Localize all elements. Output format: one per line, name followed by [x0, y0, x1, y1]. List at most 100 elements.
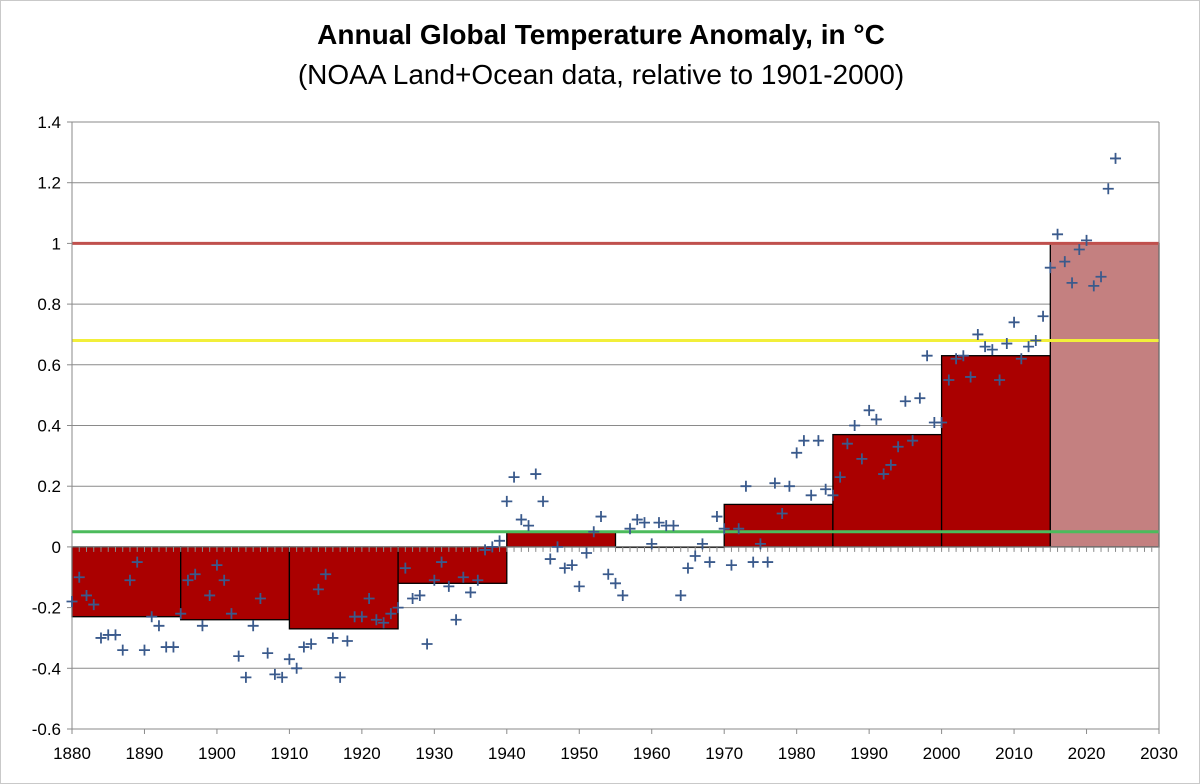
x-tick-label: 2020 — [1068, 744, 1106, 763]
data-point-1972 — [733, 523, 745, 535]
data-point-1880 — [66, 596, 78, 608]
data-point-1930 — [428, 574, 440, 586]
data-point-1938 — [486, 541, 498, 553]
data-point-1964 — [675, 589, 687, 601]
y-tick-label: 0.6 — [37, 356, 61, 375]
y-tick-label: -0.4 — [32, 659, 61, 678]
x-tick-label: 1910 — [270, 744, 308, 763]
data-point-1906 — [254, 592, 266, 604]
data-point-2007 — [986, 344, 998, 356]
x-tick-label: 2030 — [1140, 744, 1178, 763]
period-bar-1910 — [288, 546, 399, 630]
data-point-1935 — [465, 586, 477, 598]
data-point-1889 — [131, 556, 143, 568]
data-point-1925 — [392, 602, 404, 614]
data-point-1944 — [530, 468, 542, 480]
data-point-1948 — [559, 562, 571, 574]
data-point-1912 — [298, 641, 310, 653]
data-point-1894 — [167, 641, 179, 653]
data-point-1984 — [820, 483, 832, 495]
data-point-1983 — [812, 435, 824, 447]
data-point-1920 — [356, 611, 368, 623]
data-point-1974 — [747, 556, 759, 568]
x-tick-label: 1960 — [633, 744, 671, 763]
data-point-1986 — [834, 471, 846, 483]
period-bar-1940 — [506, 531, 617, 548]
data-point-1939 — [494, 535, 506, 547]
data-point-1917 — [334, 671, 346, 683]
data-point-1903 — [233, 650, 245, 662]
data-point-1929 — [421, 638, 433, 650]
data-point-1933 — [450, 614, 462, 626]
data-point-1985 — [827, 489, 839, 501]
data-point-1987 — [841, 438, 853, 450]
data-point-1971 — [725, 559, 737, 571]
y-tick-label: -0.2 — [32, 599, 61, 618]
data-point-2005 — [972, 328, 984, 340]
data-point-1884 — [95, 632, 107, 644]
data-point-1905 — [247, 620, 259, 632]
data-point-1904 — [240, 671, 252, 683]
x-tick-label: 1940 — [488, 744, 526, 763]
data-point-1975 — [754, 538, 766, 550]
data-point-1922 — [370, 614, 382, 626]
x-tick-label: 1920 — [343, 744, 381, 763]
data-point-1960 — [646, 538, 658, 550]
data-point-2018 — [1066, 277, 1078, 289]
data-point-1995 — [899, 395, 911, 407]
data-point-1897 — [189, 568, 201, 580]
y-tick-label: 0.4 — [37, 417, 61, 436]
data-point-2014 — [1037, 310, 1049, 322]
data-point-1936 — [472, 574, 484, 586]
data-point-1954 — [602, 568, 614, 580]
data-point-2022 — [1095, 271, 1107, 283]
period-bar-2000 — [940, 355, 1051, 548]
y-tick-label: 1.4 — [37, 113, 61, 132]
period-bar-1880 — [71, 546, 182, 618]
period-bar-1925 — [397, 546, 508, 584]
data-point-2021 — [1088, 280, 1100, 292]
data-point-1931 — [436, 556, 448, 568]
data-point-2012 — [1023, 341, 1035, 353]
data-point-1961 — [653, 517, 665, 529]
data-point-1882 — [80, 589, 92, 601]
chart-title: Annual Global Temperature Anomaly, in °C — [317, 19, 885, 50]
period-bar-2015 — [1049, 242, 1160, 548]
data-point-1992 — [878, 468, 890, 480]
data-point-1991 — [870, 413, 882, 425]
x-tick-label: 1930 — [415, 744, 453, 763]
data-point-1881 — [73, 571, 85, 583]
data-point-2017 — [1059, 256, 1071, 268]
data-point-1949 — [566, 559, 578, 571]
data-point-2016 — [1052, 228, 1064, 240]
data-point-1901 — [218, 574, 230, 586]
data-point-1994 — [892, 441, 904, 453]
data-point-1993 — [885, 459, 897, 471]
data-point-1990 — [863, 404, 875, 416]
x-tick-label: 1950 — [560, 744, 598, 763]
data-point-1940 — [501, 495, 513, 507]
data-point-1942 — [515, 514, 527, 526]
y-tick-label: 1.2 — [37, 174, 61, 193]
y-tick-label: 0.2 — [37, 477, 61, 496]
data-point-1951 — [581, 547, 593, 559]
data-point-1997 — [914, 392, 926, 404]
data-point-1902 — [225, 608, 237, 620]
period-bar-1985 — [832, 433, 943, 548]
data-point-1892 — [153, 620, 165, 632]
data-point-2006 — [979, 341, 991, 353]
x-tick-label: 1890 — [126, 744, 164, 763]
data-point-1907 — [262, 647, 274, 659]
x-tick-label: 1980 — [778, 744, 816, 763]
y-tick-label: 0 — [52, 538, 61, 557]
data-point-1996 — [907, 435, 919, 447]
data-point-1916 — [327, 632, 339, 644]
data-point-1928 — [414, 589, 426, 601]
data-point-1914 — [312, 583, 324, 595]
data-point-1909 — [276, 671, 288, 683]
data-point-1890 — [138, 644, 150, 656]
data-point-1908 — [269, 668, 281, 680]
data-point-2009 — [1001, 338, 1013, 350]
data-point-1965 — [682, 562, 694, 574]
data-point-1959 — [638, 517, 650, 529]
